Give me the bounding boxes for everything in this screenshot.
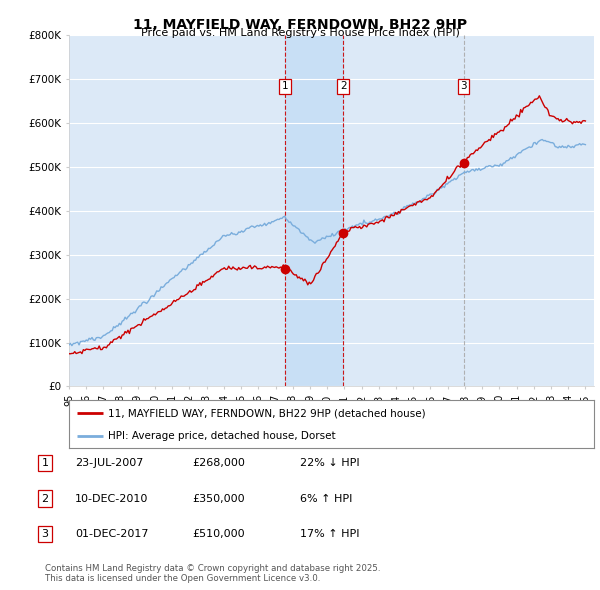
Text: 11, MAYFIELD WAY, FERNDOWN, BH22 9HP (detached house): 11, MAYFIELD WAY, FERNDOWN, BH22 9HP (de… [109, 408, 426, 418]
Text: 1: 1 [282, 81, 289, 91]
Bar [285, 35, 343, 386]
Text: Contains HM Land Registry data © Crown copyright and database right 2025.
This d: Contains HM Land Registry data © Crown c… [45, 563, 380, 583]
Text: 1: 1 [41, 458, 49, 468]
Text: 6% ↑ HPI: 6% ↑ HPI [300, 494, 352, 503]
Text: 23-JUL-2007: 23-JUL-2007 [75, 458, 143, 468]
Text: 11, MAYFIELD WAY, FERNDOWN, BH22 9HP: 11, MAYFIELD WAY, FERNDOWN, BH22 9HP [133, 18, 467, 32]
Text: 10-DEC-2010: 10-DEC-2010 [75, 494, 148, 503]
Text: 01-DEC-2017: 01-DEC-2017 [75, 529, 149, 539]
Text: £350,000: £350,000 [192, 494, 245, 503]
Text: 3: 3 [460, 81, 467, 91]
Text: HPI: Average price, detached house, Dorset: HPI: Average price, detached house, Dors… [109, 431, 336, 441]
Text: 3: 3 [41, 529, 49, 539]
Text: 22% ↓ HPI: 22% ↓ HPI [300, 458, 359, 468]
Text: 17% ↑ HPI: 17% ↑ HPI [300, 529, 359, 539]
Text: £510,000: £510,000 [192, 529, 245, 539]
Text: Price paid vs. HM Land Registry's House Price Index (HPI): Price paid vs. HM Land Registry's House … [140, 28, 460, 38]
Text: 2: 2 [41, 494, 49, 503]
Text: 2: 2 [340, 81, 347, 91]
Text: £268,000: £268,000 [192, 458, 245, 468]
